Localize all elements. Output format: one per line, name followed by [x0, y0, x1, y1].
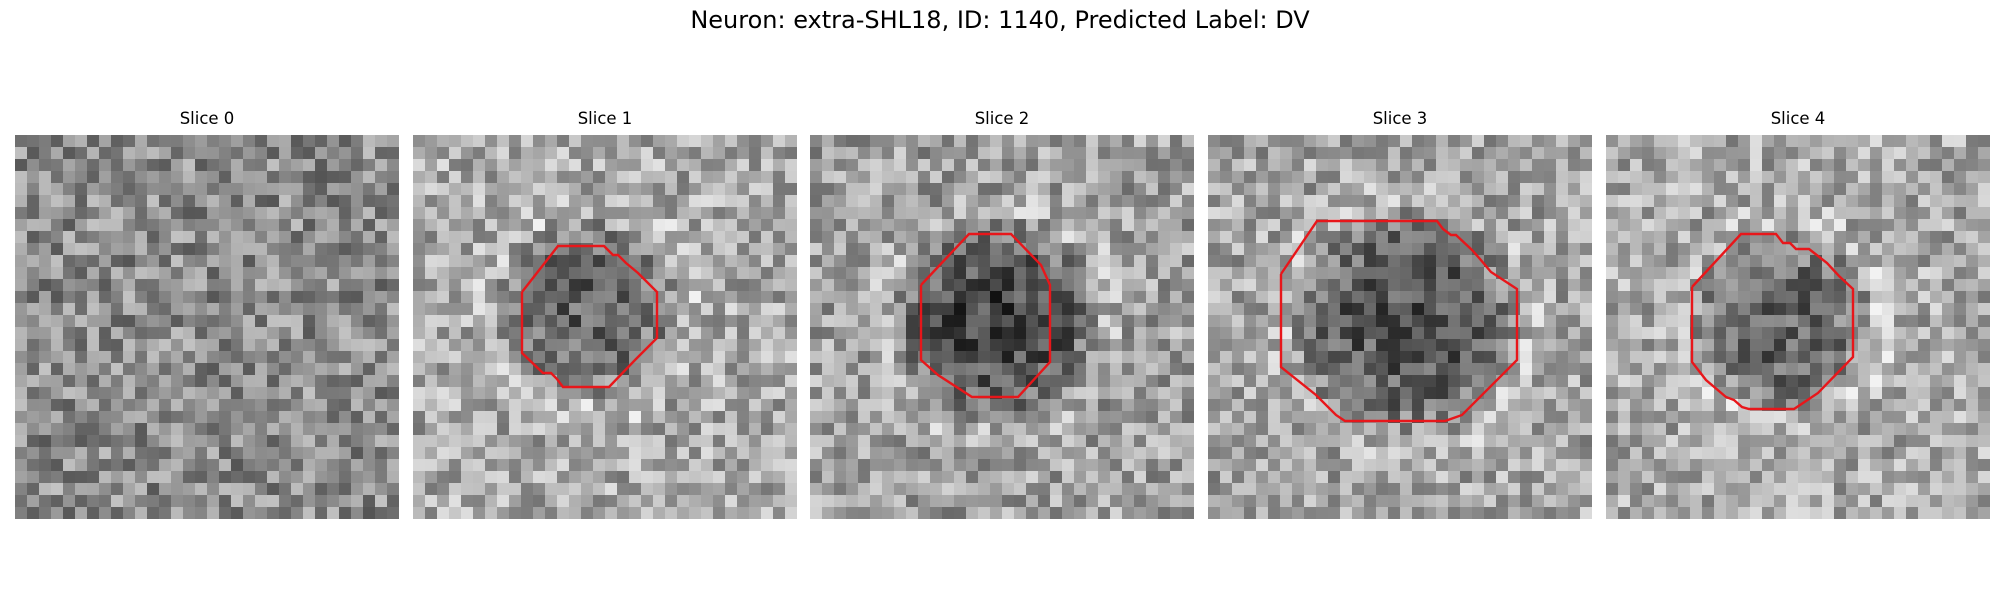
slice-image-0: [15, 135, 399, 519]
slice-title-0: Slice 0: [179, 109, 235, 128]
slice-panel-1: Slice 1: [413, 109, 797, 519]
roi-contour-4: [1690, 232, 1855, 411]
slice-pixels-3: [1208, 135, 1592, 519]
slice-title-2: Slice 2: [974, 109, 1030, 128]
slice-title-3: Slice 3: [1372, 109, 1428, 128]
roi-contour-2: [919, 232, 1052, 399]
slice-title-1: Slice 1: [577, 109, 633, 128]
slice-pixels-1: [413, 135, 797, 519]
slice-pixels-4: [1606, 135, 1990, 519]
slice-panel-0: Slice 0: [15, 109, 399, 519]
slice-image-3: [1208, 135, 1592, 519]
roi-contour-3: [1279, 219, 1519, 423]
slice-image-4: [1606, 135, 1990, 519]
roi-contour-1: [520, 244, 659, 389]
slice-image-1: [413, 135, 797, 519]
figure-title: Neuron: extra-SHL18, ID: 1140, Predicted…: [690, 6, 1310, 34]
slice-image-2: [810, 135, 1194, 519]
slice-pixels-0: [15, 135, 399, 519]
slice-panel-3: Slice 3: [1208, 109, 1592, 519]
slice-pixels-2: [810, 135, 1194, 519]
slice-panel-4: Slice 4: [1606, 109, 1990, 519]
slice-panel-2: Slice 2: [810, 109, 1194, 519]
slice-title-4: Slice 4: [1770, 109, 1826, 128]
